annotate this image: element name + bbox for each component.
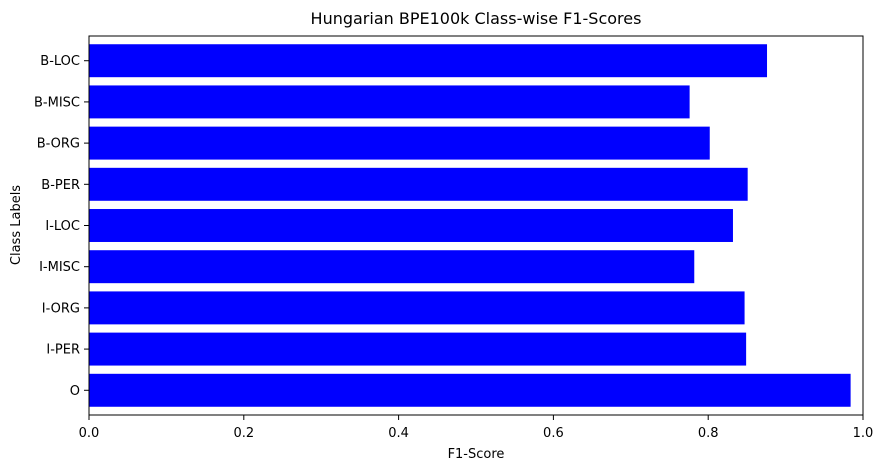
x-axis: 0.0 0.2 0.4 0.6 0.8 1.0	[79, 415, 874, 441]
y-tick-label: B-ORG	[37, 137, 80, 152]
y-tick-label: I-MISC	[39, 260, 80, 275]
bar-i-misc	[89, 250, 695, 284]
bar-b-per	[89, 167, 748, 201]
x-tick-label: 0.6	[543, 426, 564, 441]
x-axis-label: F1-Score	[448, 447, 505, 462]
plot-frame	[88, 35, 864, 416]
y-tick-label: I-PER	[46, 343, 80, 358]
y-axis-label: Class Labels	[9, 185, 24, 265]
y-tick-label: B-PER	[41, 178, 80, 193]
x-tick-label: 0.8	[698, 426, 719, 441]
bar-i-org	[89, 291, 745, 325]
bar-i-loc	[89, 209, 733, 242]
y-axis: B-LOC B-MISC B-ORG B-PER I-LOC I-MISC I-ORG I-P…	[34, 54, 89, 399]
bar-b-loc	[89, 44, 768, 78]
bar-b-org	[89, 126, 710, 160]
bar-i-per	[89, 332, 747, 366]
x-tick-label: 0.4	[388, 426, 409, 441]
bars-group	[89, 44, 851, 407]
bar-b-misc	[89, 85, 690, 119]
x-tick-label: 0.0	[79, 426, 100, 441]
x-tick-label: 1.0	[853, 426, 874, 441]
y-tick-label: B-MISC	[34, 95, 80, 110]
x-tick-label: 0.2	[233, 426, 254, 441]
y-tick-label: I-LOC	[45, 219, 80, 234]
y-tick-label: B-LOC	[40, 54, 80, 69]
chart-title: Hungarian BPE100k Class-wise F1-Scores	[311, 9, 642, 28]
y-tick-label: O	[70, 384, 80, 399]
bar-o	[89, 373, 851, 407]
y-tick-label: I-ORG	[42, 301, 80, 316]
